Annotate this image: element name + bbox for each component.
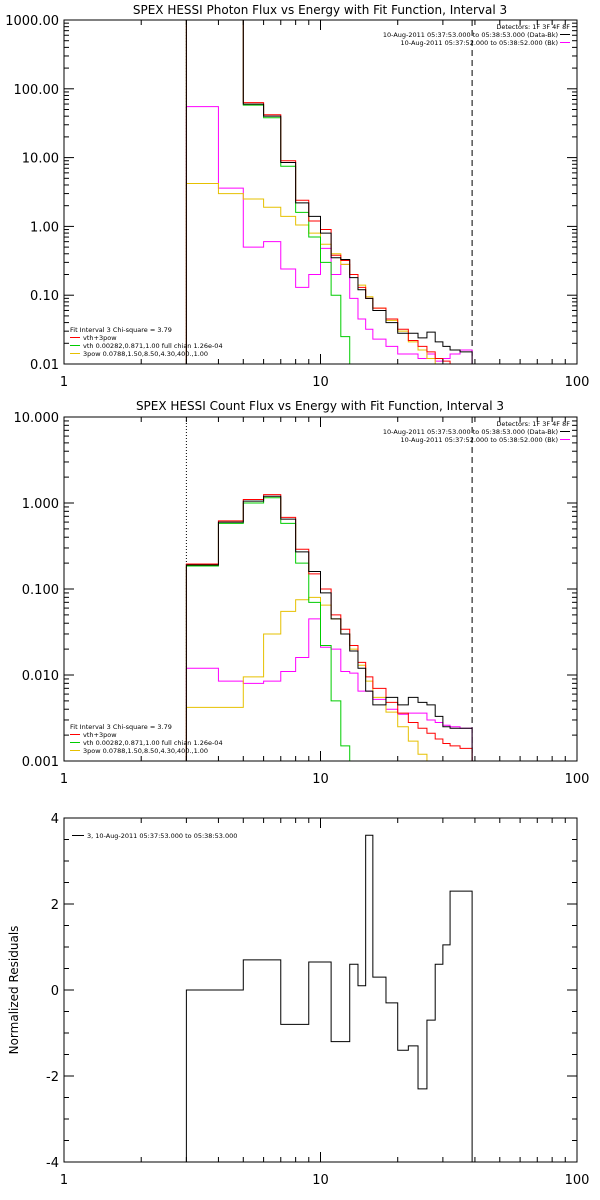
fit-legend-entry: 3pow 0.0788,1.50,8.50,4.30,400.,1.00 — [83, 350, 208, 358]
fit-legend-entry: vth+3pow — [83, 731, 117, 739]
y-tick-label: 1.00 — [30, 220, 59, 235]
y-tick-label: -2 — [46, 1070, 59, 1085]
y-tick-label: 10.00 — [22, 152, 59, 167]
x-tick-label: 1 — [60, 772, 68, 787]
x-tick-label: 10 — [312, 772, 329, 787]
count-flux-panel: SPEX HESSI Count Flux vs Energy with Fit… — [14, 399, 590, 787]
residual-legend-label: 3, 10-Aug-2011 05:37:53.000 to 05:38:53.… — [87, 832, 237, 840]
x-tick-label: 1 — [60, 1173, 68, 1188]
fit-legend-title: Fit Interval 3 Chi-square = 3.79 — [70, 723, 172, 731]
plot-frame — [63, 817, 578, 1163]
total-series-line — [185, 494, 473, 761]
fit-legend-entry: vth 0.00282,0.871,1.00 full chian 1.26e-… — [83, 342, 223, 350]
panel-title: SPEX HESSI Photon Flux vs Energy with Fi… — [133, 3, 507, 17]
time-range-label: 10-Aug-2011 05:37:53.000 to 05:38:53.000… — [383, 31, 558, 39]
photon-flux-panel: SPEX HESSI Photon Flux vs Energy with Fi… — [5, 3, 589, 390]
powerlaw-series-line — [185, 183, 473, 364]
x-tick-label: 10 — [312, 1173, 329, 1188]
y-tick-label: 4 — [51, 812, 59, 827]
plot-frame — [63, 19, 578, 365]
background-series-line — [185, 106, 473, 364]
y-tick-label: 0.01 — [30, 358, 59, 373]
total-series-line — [185, 20, 473, 364]
y-tick-label: -4 — [46, 1156, 59, 1171]
x-tick-label: 10 — [312, 375, 329, 390]
powerlaw-series-line — [185, 596, 473, 761]
fit-legend-entry: vth 0.00282,0.871,1.00 full chian 1.26e-… — [83, 739, 223, 747]
y-tick-label: 100.00 — [14, 83, 60, 98]
panel-title: SPEX HESSI Count Flux vs Energy with Fit… — [136, 399, 504, 413]
time-range-label: 10-Aug-2011 05:37:52.000 to 05:38:52.000… — [401, 39, 558, 47]
thermal-series-line — [185, 20, 473, 364]
background-series-line — [185, 618, 473, 761]
y-tick-label: 10.000 — [14, 411, 60, 426]
x-tick-label: 100 — [565, 772, 590, 787]
x-tick-label: 1 — [60, 375, 68, 390]
time-range-label: 10-Aug-2011 05:37:53.000 to 05:38:53.000… — [383, 428, 558, 436]
data-series-line — [185, 834, 473, 1162]
y-axis-label: Normalized Residuals — [7, 926, 21, 1055]
data-series-line — [185, 20, 473, 364]
fit-legend-title: Fit Interval 3 Chi-square = 3.79 — [70, 326, 172, 334]
y-tick-label: 0 — [51, 984, 59, 999]
fit-legend-entry: 3pow 0.0788,1.50,8.50,4.30,400.,1.00 — [83, 747, 208, 755]
y-tick-label: 1000.00 — [5, 14, 59, 29]
data-series-line — [185, 495, 473, 761]
x-tick-label: 100 — [565, 375, 590, 390]
y-tick-label: 1.000 — [22, 497, 59, 512]
y-tick-label: 2 — [51, 898, 59, 913]
detectors-label: Detectors: 1F 3F 4F 8F — [496, 23, 570, 31]
residuals-panel: Normalized Residuals 1 10 100 -4 -2 0 2 4 3, 10-… — [7, 812, 589, 1188]
y-tick-label: 0.10 — [30, 289, 59, 304]
x-tick-label: 100 — [565, 1173, 590, 1188]
y-tick-label: 0.001 — [22, 755, 59, 770]
detectors-label: Detectors: 1F 3F 4F 8F — [496, 420, 570, 428]
fit-legend-entry: vth+3pow — [83, 334, 117, 342]
time-range-label: 10-Aug-2011 05:37:52.000 to 05:38:52.000… — [401, 436, 558, 444]
y-tick-label: 0.100 — [22, 583, 59, 598]
y-tick-label: 0.010 — [22, 669, 59, 684]
thermal-series-line — [185, 497, 473, 761]
